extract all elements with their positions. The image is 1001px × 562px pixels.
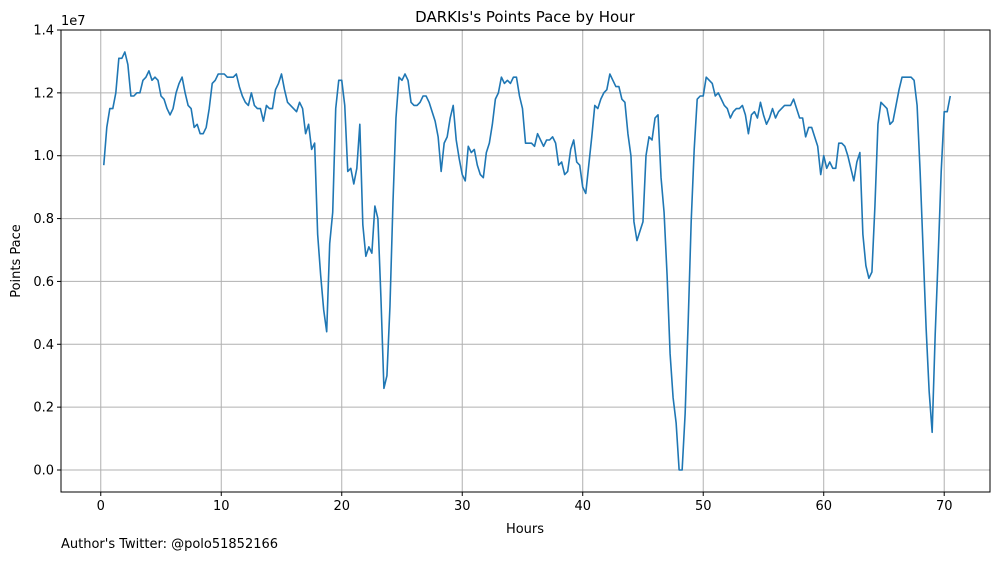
y-tick-label: 0.6 (33, 275, 54, 290)
x-axis-label: Hours (506, 522, 544, 537)
chart-title: DARKIs's Points Pace by Hour (415, 8, 636, 26)
grid (61, 29, 990, 492)
x-tick-label: 70 (936, 499, 953, 514)
series-layer (102, 51, 952, 471)
y-axis: 0.0 0.2 0.4 0.6 0.8 1.0 1.2 1.4 (33, 24, 61, 479)
y-multiplier-label: 1e7 (61, 14, 86, 29)
x-tick-label: 30 (454, 499, 471, 514)
y-tick-label: 0.0 (33, 464, 54, 479)
y-tick-label: 0.2 (33, 401, 54, 416)
author-credit: Author's Twitter: @polo51852166 (61, 537, 279, 552)
series-line (102, 51, 952, 471)
y-axis-label: Points Pace (9, 224, 24, 298)
y-tick-label: 0.4 (33, 338, 54, 353)
x-tick-label: 50 (695, 499, 712, 514)
x-tick-label: 10 (213, 499, 230, 514)
y-tick-label: 1.0 (33, 149, 54, 164)
x-tick-label: 60 (815, 499, 832, 514)
x-tick-label: 0 (97, 499, 105, 514)
y-tick-label: 0.8 (33, 212, 54, 227)
x-axis: 0 10 20 30 40 50 60 70 (97, 492, 953, 514)
y-tick-label: 1.2 (33, 86, 54, 101)
x-tick-label: 40 (574, 499, 591, 514)
y-tick-label: 1.4 (33, 24, 54, 39)
plot-frame (60, 29, 991, 493)
x-tick-label: 20 (333, 499, 350, 514)
